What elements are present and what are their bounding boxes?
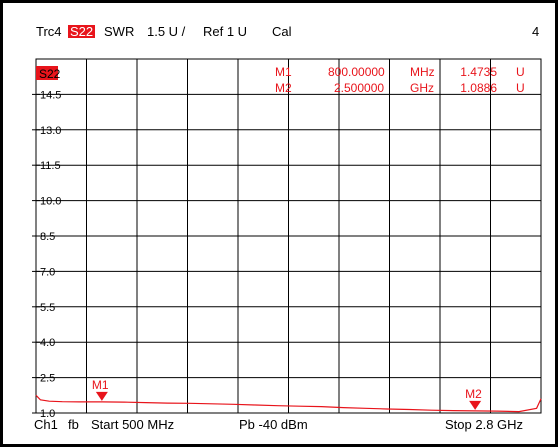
y-tick-label: 4.0	[40, 337, 55, 349]
marker-table-m2-freq: 2.500000	[334, 81, 384, 95]
marker-table-m2-name: M2	[275, 81, 292, 95]
y-tick-label: 10.0	[40, 196, 61, 208]
marker-table: M1 800.00000 MHz 1.4735 U M2 2.500000 GH…	[275, 65, 525, 95]
marker-table-m1-value: 1.4735	[460, 65, 497, 79]
trace-scale[interactable]: 1.5 U /	[147, 24, 186, 39]
trace-format[interactable]: SWR	[104, 24, 135, 39]
marker-table-m1-value-unit: U	[516, 65, 525, 79]
marker-table-m1-freq-unit: MHz	[410, 65, 435, 79]
trace-label: S22	[39, 67, 61, 81]
calibration-status: Cal	[272, 24, 292, 39]
trace-s22[interactable]	[35, 394, 542, 413]
sweep-mode: fb	[68, 417, 79, 432]
marker-label: M1	[92, 378, 109, 392]
trace-markers[interactable]: M1 M2	[92, 378, 482, 410]
y-tick-label: 13.0	[40, 125, 61, 137]
marker-label: M2	[465, 387, 482, 401]
channel-label[interactable]: Ch1	[34, 417, 58, 432]
trace-label-box	[36, 66, 58, 80]
trace-name[interactable]: Trc4	[36, 24, 62, 39]
marker-table-m1-freq: 800.00000	[328, 65, 385, 79]
start-frequency[interactable]: Start 500 MHz	[91, 417, 175, 432]
trace-s22-line[interactable]	[35, 394, 542, 413]
marker-table-m1-name: M1	[275, 65, 292, 79]
y-tick-label: 11.5	[40, 160, 61, 172]
channel-number: 4	[532, 24, 540, 39]
grid-lines	[36, 59, 541, 413]
marker-triangle-icon[interactable]	[469, 400, 482, 410]
y-tick-label: 14.5	[40, 89, 61, 101]
marker-table-m2-value-unit: U	[516, 81, 525, 95]
y-tick-label: 7.0	[40, 266, 55, 278]
marker-table-m2-freq-unit: GHz	[410, 81, 434, 95]
y-tick-label: 5.5	[40, 302, 55, 314]
trace-reference[interactable]: Ref 1 U	[203, 24, 248, 39]
y-tick-label: 8.5	[40, 231, 55, 243]
y-tick-label: 1.0	[40, 408, 55, 420]
trace-parameter-badge[interactable]: S22	[68, 24, 96, 39]
y-tick-label: 2.5	[40, 373, 55, 385]
marker-triangle-icon[interactable]	[95, 391, 108, 401]
y-axis-ticks: 14.5 13.0 11.5 10.0 8.5 7.0 5.5 4.0 2.5 1.0	[32, 89, 61, 420]
port-power[interactable]: Pb -40 dBm	[239, 417, 308, 432]
marker-table-m2-value: 1.0886	[460, 81, 497, 95]
stop-frequency[interactable]: Stop 2.8 GHz	[445, 417, 524, 432]
